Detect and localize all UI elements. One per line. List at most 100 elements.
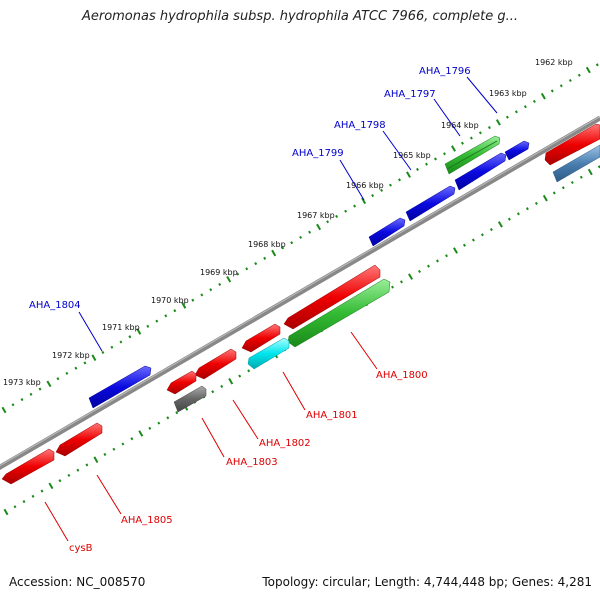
major-tick: [226, 275, 232, 283]
gene-label-aha1799[interactable]: AHA_1799: [292, 148, 344, 159]
gene-arrow-aha1800[interactable]: [283, 264, 381, 330]
minor-tick: [175, 411, 179, 415]
leader-aha1805: [96, 474, 122, 515]
gene-arrow-aha1796[interactable]: [504, 140, 530, 161]
minor-tick: [427, 264, 430, 268]
minor-tick: [85, 463, 89, 467]
major-tick: [453, 247, 458, 254]
minor-tick: [561, 186, 565, 190]
minor-tick: [22, 500, 26, 504]
minor-tick: [425, 162, 428, 166]
minor-tick: [119, 340, 123, 344]
kbp-label: 1968 kbp: [248, 240, 286, 249]
minor-tick: [29, 392, 33, 396]
minor-tick: [507, 217, 511, 221]
minor-tick: [65, 371, 69, 375]
minor-tick: [11, 403, 15, 407]
minor-tick: [56, 377, 60, 381]
minor-tick: [505, 115, 509, 119]
gene-arrow-red-top-right[interactable]: [544, 123, 600, 166]
gene-label-aha1805[interactable]: AHA_1805: [121, 515, 173, 526]
minor-tick: [238, 374, 242, 378]
gene-arrow-aha1797-stripe: [446, 140, 498, 170]
leader-lines: [44, 76, 498, 542]
minor-tick: [489, 228, 493, 232]
minor-tick: [308, 230, 312, 234]
leader-aha1801: [282, 371, 306, 411]
minor-tick: [400, 280, 403, 284]
gene-arrow-cysb[interactable]: [1, 448, 55, 485]
minor-tick: [164, 314, 168, 318]
minor-tick: [173, 309, 177, 313]
major-tick: [228, 377, 234, 385]
minor-tick: [83, 361, 87, 365]
major-tick: [1, 406, 7, 414]
major-tick: [406, 171, 411, 178]
gene-label-cysb[interactable]: cysB: [69, 543, 93, 554]
leader-aha1803: [201, 417, 225, 458]
minor-tick: [462, 243, 466, 247]
minor-tick: [523, 105, 527, 109]
minor-tick: [101, 350, 105, 354]
gene-label-aha1801[interactable]: AHA_1801: [306, 410, 358, 421]
major-tick: [316, 223, 322, 231]
gene-arrow-unlabeled-blue[interactable]: [368, 217, 406, 247]
major-tick: [181, 302, 187, 309]
kbp-label: 1966 kbp: [346, 181, 384, 190]
minor-tick: [247, 369, 251, 373]
gene-arrow-aha1803[interactable]: [166, 370, 197, 395]
gene-arrow-cyan[interactable]: [247, 337, 290, 370]
minor-tick: [220, 384, 224, 388]
minor-tick: [389, 183, 392, 187]
minor-tick: [112, 447, 116, 451]
gene-arrow-aha1801[interactable]: [241, 323, 281, 353]
gene-label-aha1798[interactable]: AHA_1798: [334, 120, 386, 131]
kbp-label: 1964 kbp: [441, 121, 479, 130]
minor-tick: [245, 267, 249, 271]
minor-tick: [211, 390, 215, 394]
minor-tick: [130, 437, 134, 441]
minor-tick: [103, 452, 107, 456]
minor-tick: [436, 259, 439, 263]
gene-arrow-aha1798[interactable]: [454, 152, 507, 191]
gene-label-aha1796[interactable]: AHA_1796: [419, 66, 471, 77]
minor-tick: [487, 126, 491, 130]
minor-tick: [76, 468, 80, 472]
gene-label-aha1804[interactable]: AHA_1804: [29, 300, 81, 311]
minor-tick: [74, 366, 78, 370]
major-tick: [3, 508, 9, 516]
gene-labels: AHA_1796 AHA_1797 AHA_1798 AHA_1799 AHA_…: [29, 66, 471, 554]
outer-tick-scale: [1, 63, 599, 414]
minor-tick: [67, 473, 71, 477]
gene-arrow-aha1802[interactable]: [194, 348, 237, 380]
minor-tick: [416, 167, 419, 171]
minor-tick: [263, 256, 267, 260]
gene-arrow-aha1804[interactable]: [88, 365, 152, 409]
kbp-label: 1965 kbp: [393, 151, 431, 160]
major-tick: [495, 119, 501, 126]
minor-tick: [13, 505, 17, 509]
minor-tick: [534, 201, 538, 205]
genome-backbone-highlight: [0, 116, 600, 467]
gene-arrow-aha1799[interactable]: [405, 185, 456, 222]
gene-label-aha1800[interactable]: AHA_1800: [376, 370, 428, 381]
minor-tick: [335, 214, 339, 218]
minor-tick: [460, 141, 464, 145]
minor-tick: [299, 235, 303, 239]
gene-arrow-aha1805[interactable]: [55, 422, 103, 457]
map-title: Aeromonas hydrophila subsp. hydrophila A…: [81, 9, 519, 24]
major-tick: [361, 197, 367, 205]
minor-tick: [58, 479, 62, 483]
forward-genes: [88, 135, 600, 409]
minor-tick: [469, 136, 473, 140]
minor-tick: [110, 345, 114, 349]
minor-tick: [418, 269, 421, 273]
gene-label-aha1803[interactable]: AHA_1803: [226, 457, 278, 468]
gene-arrow-grey[interactable]: [173, 385, 207, 413]
kbp-label: 1969 kbp: [200, 268, 238, 277]
minor-tick: [148, 426, 152, 430]
gene-label-aha1797[interactable]: AHA_1797: [384, 89, 436, 100]
gene-arrow-steel[interactable]: [552, 144, 600, 183]
gene-label-aha1802[interactable]: AHA_1802: [259, 438, 311, 449]
kbp-label: 1970 kbp: [151, 296, 189, 305]
